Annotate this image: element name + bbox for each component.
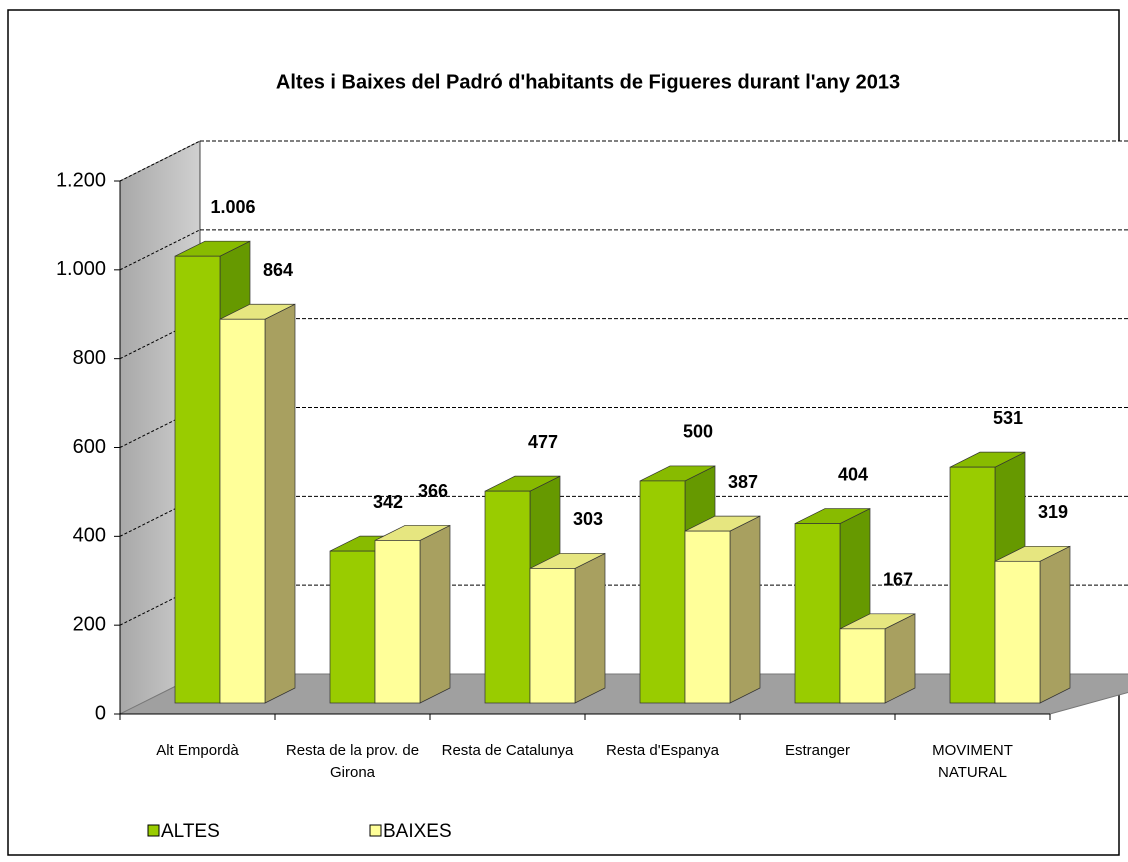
data-label: 864 — [263, 260, 293, 280]
legend-swatch — [369, 824, 382, 837]
legend-swatch — [147, 824, 160, 837]
bar — [374, 540, 421, 704]
bar — [794, 523, 841, 704]
legend-label: BAIXES — [383, 821, 452, 842]
bar — [329, 550, 376, 704]
data-label: 342 — [373, 492, 403, 512]
bar — [684, 530, 731, 704]
chart-title: Altes i Baixes del Padró d'habitants de … — [276, 71, 900, 93]
bar-side — [729, 515, 761, 704]
y-tick-label: 400 — [73, 525, 106, 547]
data-label: 477 — [528, 432, 558, 452]
bar — [174, 255, 221, 704]
x-tick-label: Resta de la prov. de Girona — [285, 742, 420, 781]
bar — [639, 480, 686, 704]
bar — [839, 628, 886, 704]
x-tick-label: Alt Empordà — [156, 742, 239, 759]
bar — [219, 318, 266, 704]
data-label: 303 — [573, 509, 603, 529]
x-tick-label: MOVIMENT NATURAL — [932, 742, 1013, 781]
data-label: 1.006 — [210, 197, 255, 217]
y-tick-label: 1.200 — [56, 169, 106, 191]
data-label: 404 — [838, 464, 868, 484]
y-tick-label: 600 — [73, 436, 106, 458]
y-tick-label: 200 — [73, 613, 106, 635]
y-tick-label: 1.000 — [56, 258, 106, 280]
data-label: 319 — [1038, 502, 1068, 522]
data-label: 500 — [683, 422, 713, 442]
data-label: 531 — [993, 408, 1023, 428]
bar-side — [419, 524, 451, 704]
legend-label: ALTES — [161, 821, 220, 842]
y-tick-label: 0 — [95, 702, 106, 724]
bar-side — [574, 552, 606, 704]
y-tick-label: 800 — [73, 347, 106, 369]
x-tick-label: Resta d'Espanya — [606, 742, 719, 759]
data-label: 366 — [418, 481, 448, 501]
data-label: 167 — [883, 570, 913, 590]
bar-side — [884, 613, 916, 704]
data-label: 387 — [728, 472, 758, 492]
bar-side — [264, 303, 296, 704]
bar — [484, 490, 531, 704]
bar-side — [1039, 545, 1071, 704]
bar — [994, 560, 1041, 704]
x-tick-label: Estranger — [784, 742, 851, 759]
x-tick-label: Resta de Catalunya — [441, 742, 574, 759]
bar — [529, 568, 576, 704]
bar — [949, 466, 996, 704]
